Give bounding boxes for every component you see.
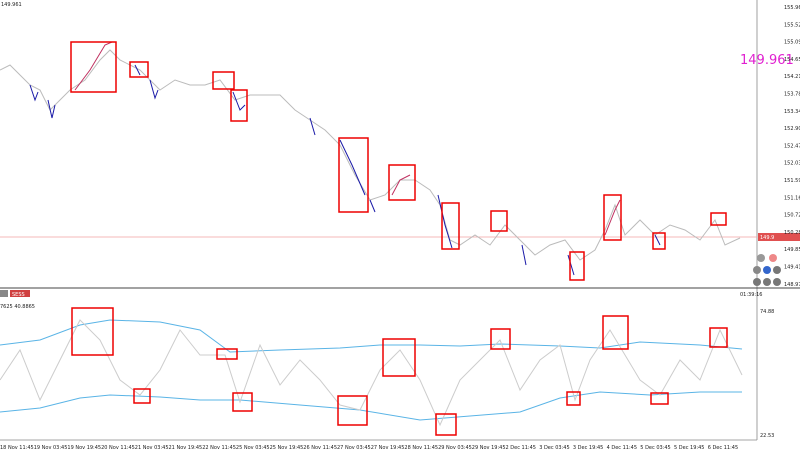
sub-axis-top: 74.88: [760, 309, 774, 315]
time-axis-label: 27 Nov 19:45: [371, 445, 405, 451]
time-axis-label: 19 Nov 19:45: [67, 445, 101, 451]
time-axis-label: 21 Nov 03:45: [135, 445, 169, 451]
tool-icons: [753, 254, 781, 286]
oscillator-line: [0, 319, 743, 427]
sess-tag-bg: [10, 290, 30, 297]
highlight-boxes: [70, 41, 727, 281]
time-axis-label: 5 Dec 03:45: [640, 445, 670, 451]
sub-boxes: [71, 307, 728, 436]
price-axis-label: 154.21: [784, 74, 800, 80]
price-axis-label: 150.28: [784, 230, 800, 236]
time-axis-label: 4 Dec 11:45: [607, 445, 637, 451]
icon[interactable]: [773, 278, 781, 286]
panel-icon: [0, 290, 8, 297]
indicator-text: 7625 40.8865: [0, 304, 35, 310]
time-axis-label: 6 Dec 11:45: [708, 445, 738, 451]
price-axis-label: 153.78: [784, 92, 800, 98]
time-axis-label: 29 Nov 03:45: [438, 445, 472, 451]
time-axis-label: 25 Nov 03:45: [236, 445, 270, 451]
price-axis-label: 155.52: [784, 22, 800, 28]
icon[interactable]: [763, 266, 771, 274]
time-axis-label: 29 Nov 19:45: [472, 445, 506, 451]
timer: 01:39:16: [740, 292, 762, 298]
time-axis-label: 25 Nov 19:45: [270, 445, 304, 451]
price-axis-label: 148.97: [784, 282, 800, 288]
time-axis-label: 3 Dec 03:45: [539, 445, 569, 451]
time-axis-label: 26 Nov 11:45: [303, 445, 337, 451]
price-axis-label: 152.47: [784, 143, 800, 149]
price-axis-label: 151.59: [784, 178, 800, 184]
time-axis-label: 22 Nov 11:45: [202, 445, 236, 451]
sess-tag: SESS: [12, 292, 25, 298]
price-axis-label: 151.16: [784, 195, 800, 201]
time-axis-label: 2 Dec 11:45: [506, 445, 536, 451]
icon[interactable]: [763, 278, 771, 286]
price-axis-label: 150.72: [784, 213, 800, 219]
icon[interactable]: [773, 266, 781, 274]
time-axis-label: 28 Nov 11:45: [404, 445, 438, 451]
price-axis-label: 155.09: [784, 40, 800, 46]
price-axis-label: 154.65: [784, 57, 800, 63]
time-axis-label: 3 Dec 19:45: [573, 445, 603, 451]
price-axis-label: 152.03: [784, 161, 800, 167]
blue-segments: [29, 64, 661, 276]
icon[interactable]: [769, 254, 777, 262]
time-axis-label: 20 Nov 11:45: [101, 445, 135, 451]
price-axis-label: 153.34: [784, 109, 800, 115]
price-axis-label: 149.41: [784, 265, 800, 271]
big-price: 149.961: [740, 53, 794, 68]
time-axis-label: 21 Nov 19:45: [169, 445, 203, 451]
current-price-label: 149.9: [760, 235, 774, 241]
time-axis-label: 19 Nov 03:45: [34, 445, 68, 451]
icon[interactable]: [753, 278, 761, 286]
time-axis-label: 27 Nov 03:45: [337, 445, 371, 451]
price-axis-label: 152.90: [784, 126, 800, 132]
corner-price: 149.961: [1, 2, 22, 8]
price-axis-label: 149.85: [784, 247, 800, 253]
time-axis-label: 18 Nov 11:45: [0, 445, 34, 451]
pink-segments: [74, 41, 621, 236]
sub-axis-bottom: 22.53: [760, 433, 774, 439]
time-axis-label: 5 Dec 19:45: [674, 445, 704, 451]
icon[interactable]: [753, 266, 761, 274]
icon[interactable]: [757, 254, 765, 262]
current-price-tag: [758, 233, 800, 241]
price-line: [0, 49, 741, 261]
price-axis-label: 155.96: [784, 5, 800, 11]
